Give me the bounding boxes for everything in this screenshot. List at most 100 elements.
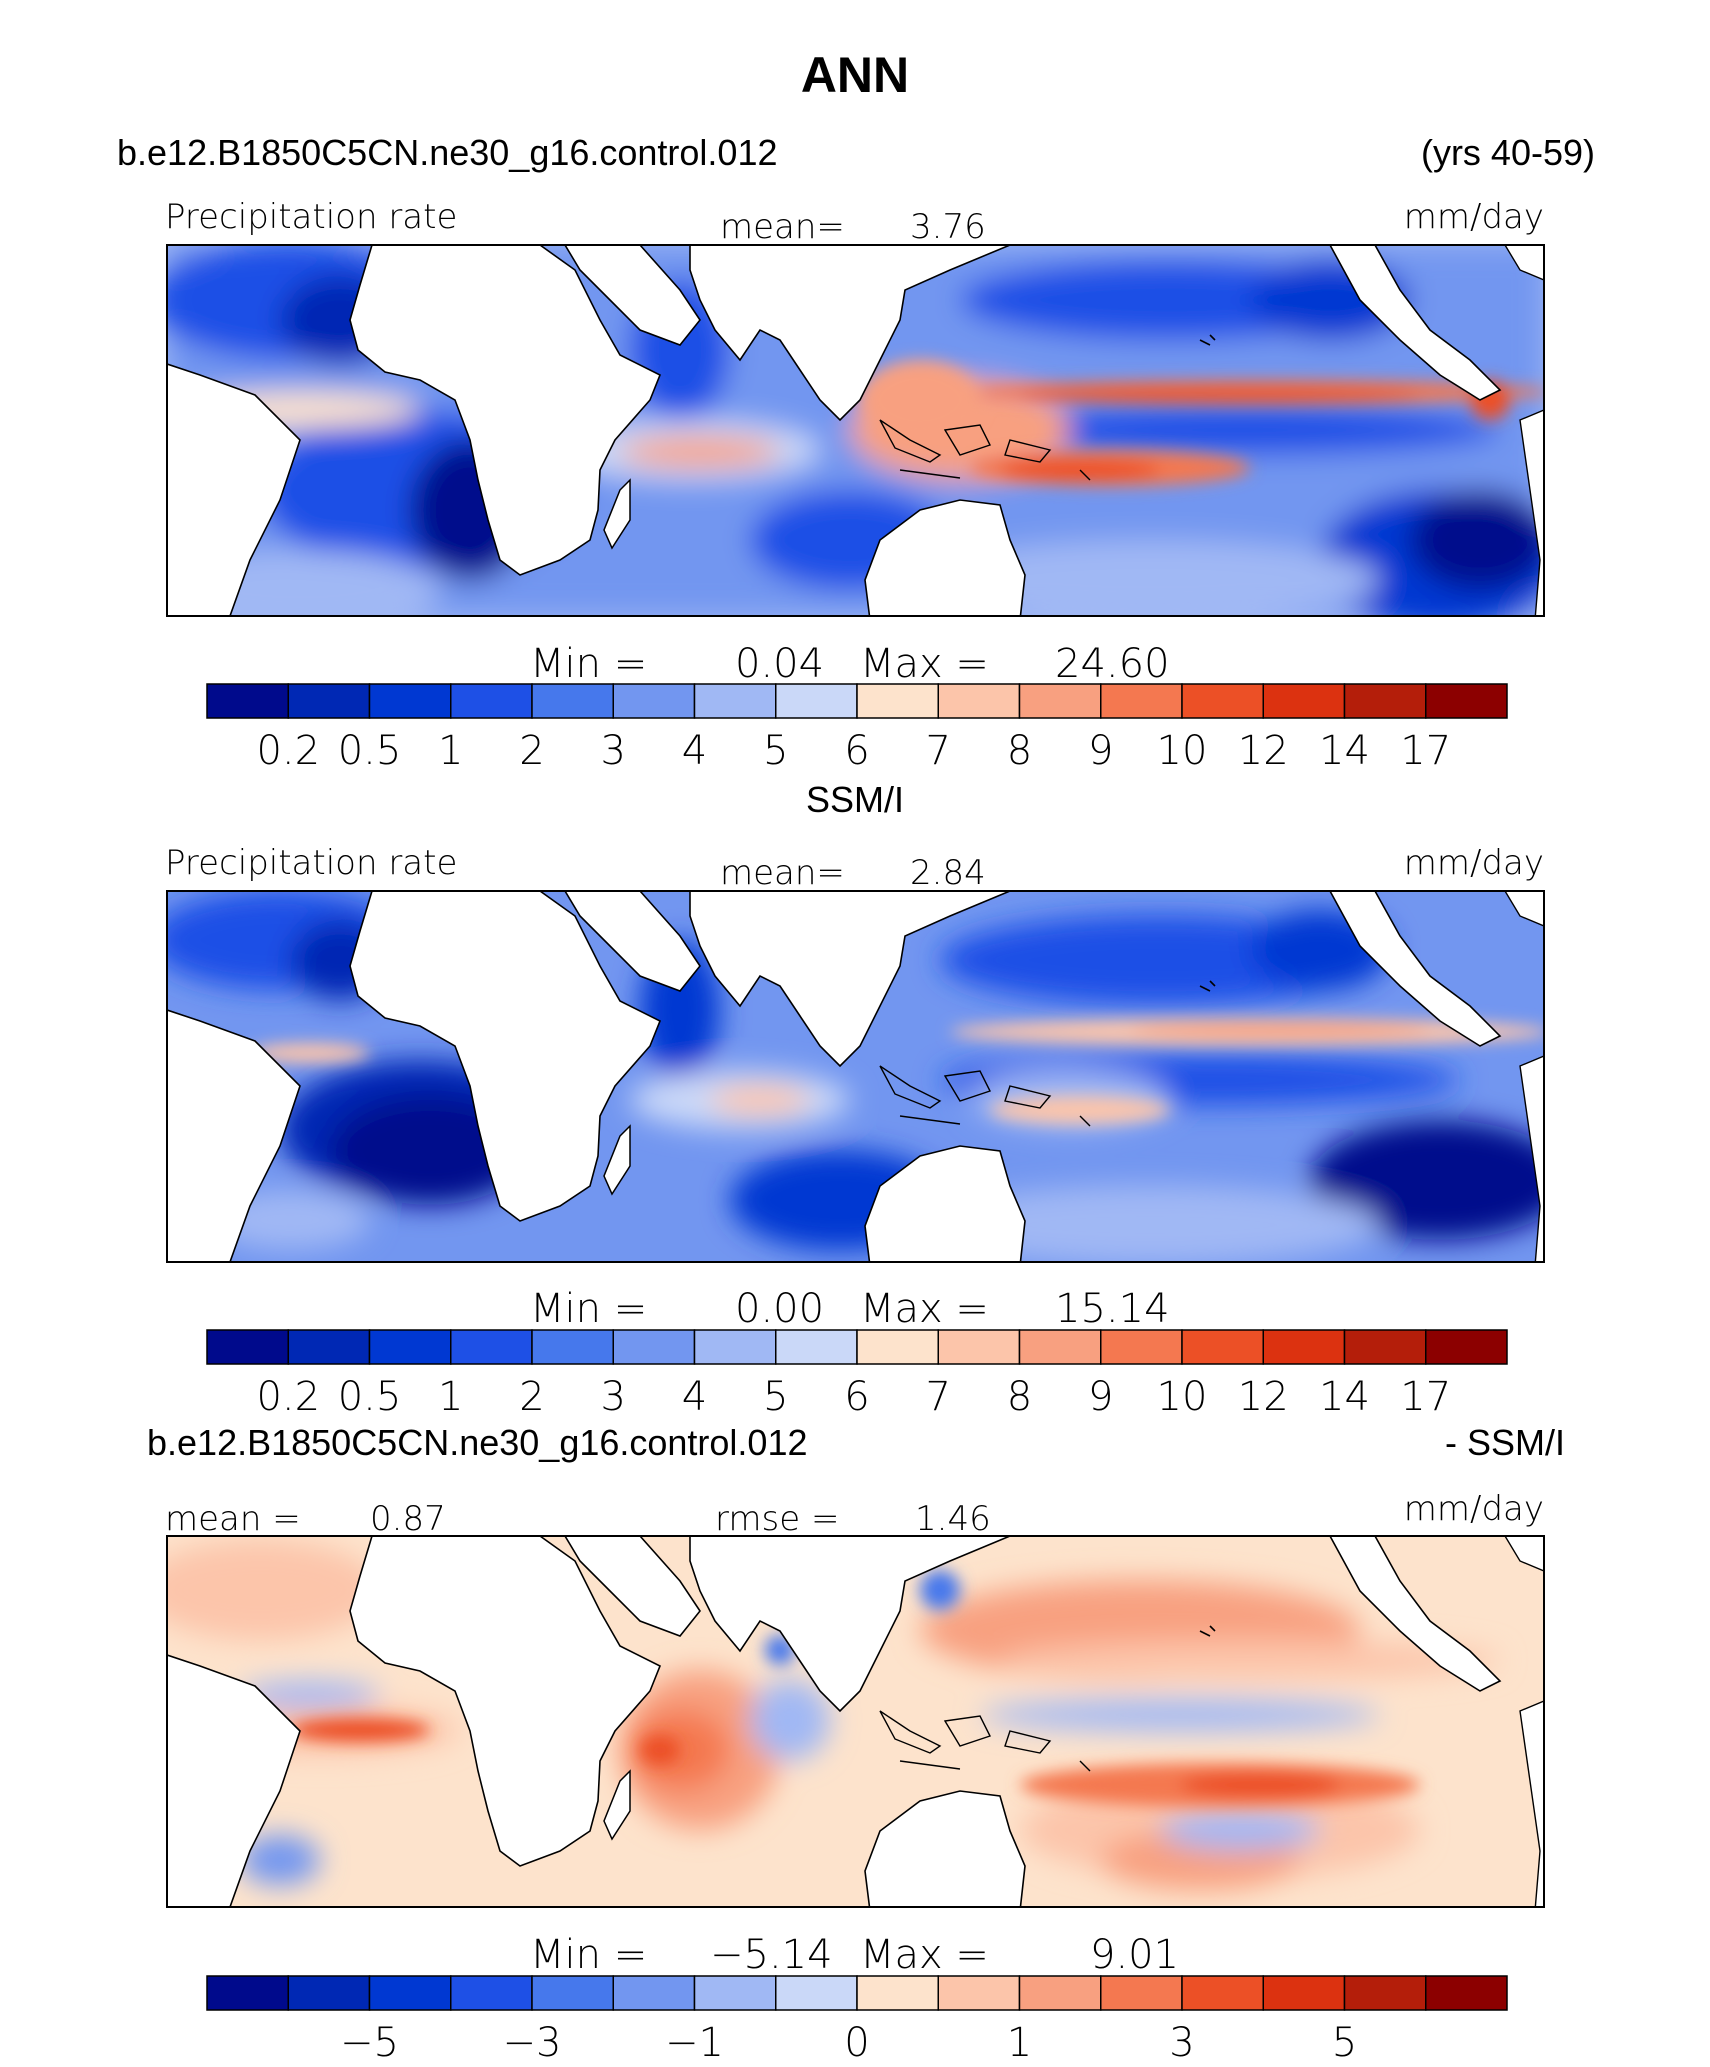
colorbar-swatch — [1100, 1975, 1183, 2011]
colorbar-swatch — [693, 1975, 777, 2011]
colorbar-swatch — [1181, 683, 1264, 719]
colorbar-swatch — [693, 1329, 777, 1365]
panel3-max-value: 9.01 — [1090, 1932, 1179, 1978]
colorbar-tick-label: 5 — [763, 1374, 788, 1420]
colorbar-tick-label: −5 — [340, 2020, 399, 2066]
colorbar-tick-label: 0.2 — [256, 1374, 320, 1420]
colorbar-swatch — [856, 1329, 939, 1365]
colorbar-swatch — [775, 1975, 858, 2011]
colorbar-swatch — [1181, 1329, 1264, 1365]
panel2-map-field — [167, 891, 1544, 1262]
colorbar-tick-label: 3 — [1169, 2020, 1194, 2066]
panel3-rmse-label: rmse = — [715, 1499, 839, 1539]
panel3-colorbar-ticks: −5 −3 −1 0 1 3 5 — [340, 2020, 1357, 2066]
colorbar-swatch — [856, 683, 939, 719]
colorbar-tick-label: 5 — [1332, 2020, 1357, 2066]
colorbar-swatch — [287, 683, 371, 719]
panel2-map-frame — [166, 890, 1545, 1263]
colorbar-swatch — [206, 683, 289, 719]
panel1-min-label: Min = — [530, 641, 647, 687]
colorbar-tick-label: 9 — [1088, 1374, 1113, 1420]
panel3-map-field — [167, 1536, 1544, 1907]
colorbar-swatch — [1262, 1975, 1346, 2011]
panel3-min-value: −5.14 — [710, 1932, 833, 1978]
figure-title: ANN — [801, 47, 909, 103]
colorbar-tick-label: 14 — [1319, 728, 1370, 774]
panel-model: Precipitation rate mean= 3.76 mm/day — [165, 197, 1545, 774]
colorbar-tick-label: 6 — [844, 1374, 869, 1420]
colorbar-swatch — [1100, 1329, 1183, 1365]
colorbar-tick-label: 7 — [926, 728, 951, 774]
panel3-rmse-value: 1.46 — [915, 1499, 991, 1539]
colorbar-tick-label: 9 — [1088, 728, 1113, 774]
panel1-left-label: Precipitation rate — [165, 197, 457, 237]
colorbar-swatch — [450, 683, 533, 719]
colorbar-swatch — [287, 1975, 371, 2011]
panel2-colorbar — [206, 1329, 1508, 1365]
panel3-mean-value: 0.87 — [370, 1499, 446, 1539]
colorbar-swatch — [368, 1975, 452, 2011]
colorbar-swatch — [612, 1329, 696, 1365]
colorbar-tick-label: 6 — [844, 728, 869, 774]
colorbar-swatch — [450, 1329, 533, 1365]
colorbar-swatch — [937, 1329, 1021, 1365]
colorbar-tick-label: 4 — [682, 1374, 707, 1420]
colorbar-tick-label: 12 — [1238, 728, 1289, 774]
panel3-map-frame — [166, 1535, 1545, 1908]
colorbar-swatch — [1018, 1975, 1102, 2011]
colorbar-swatch — [368, 683, 452, 719]
colorbar-swatch — [1100, 683, 1183, 719]
colorbar-swatch — [1018, 1329, 1102, 1365]
colorbar-tick-label: 17 — [1400, 1374, 1451, 1420]
colorbar-tick-label: 17 — [1400, 728, 1451, 774]
colorbar-tick-label: 1 — [438, 1374, 463, 1420]
panel3-mean-label: mean = — [165, 1499, 301, 1539]
colorbar-swatch — [1425, 1329, 1508, 1365]
panel-diff: b.e12.B1850C5CN.ne30_g16.control.012 - S… — [147, 1422, 1565, 2066]
colorbar-swatch — [531, 683, 614, 719]
case-name: b.e12.B1850C5CN.ne30_g16.control.012 — [117, 132, 778, 173]
panel2-max-label: Max = — [860, 1286, 989, 1332]
panel1-map-field — [167, 245, 1544, 616]
panel3-max-label: Max = — [860, 1932, 989, 1978]
colorbar-tick-label: 8 — [1007, 728, 1032, 774]
panel1-max-value: 24.60 — [1055, 641, 1170, 687]
colorbar-swatch — [856, 1975, 939, 2011]
panel1-max-label: Max = — [860, 641, 989, 687]
colorbar-swatch — [1018, 683, 1102, 719]
colorbar-tick-label: 5 — [763, 728, 788, 774]
colorbar-swatch — [1262, 683, 1346, 719]
colorbar-tick-label: 10 — [1157, 1374, 1208, 1420]
colorbar-tick-label: 4 — [682, 728, 707, 774]
panel1-units: mm/day — [1404, 197, 1544, 237]
colorbar-tick-label: 0.5 — [338, 1374, 402, 1420]
panel1-mean-value: 3.76 — [910, 207, 986, 247]
colorbar-tick-label: 0.2 — [256, 728, 320, 774]
colorbar-swatch — [206, 1975, 289, 2011]
panel3-units: mm/day — [1404, 1489, 1544, 1529]
colorbar-tick-label: 0.5 — [338, 728, 402, 774]
colorbar-swatch — [531, 1975, 614, 2011]
colorbar-tick-label: 7 — [926, 1374, 951, 1420]
colorbar-swatch — [531, 1329, 614, 1365]
colorbar-tick-label: 1 — [1007, 2020, 1032, 2066]
panel1-colorbar-ticks: 0.2 0.5 1 2 3 4 5 6 7 8 9 10 12 14 17 — [256, 728, 1451, 774]
panel2-mean-value: 2.84 — [910, 853, 986, 893]
panel2-left-label: Precipitation rate — [165, 843, 457, 883]
panel1-mean-label: mean= — [720, 207, 845, 247]
panel2-min-value: 0.00 — [735, 1286, 824, 1332]
panel1-min-value: 0.04 — [735, 641, 824, 687]
colorbar-swatch — [612, 1975, 696, 2011]
colorbar-tick-label: 14 — [1319, 1374, 1370, 1420]
panel2-colorbar-ticks: 0.2 0.5 1 2 3 4 5 6 7 8 9 10 12 14 17 — [256, 1374, 1451, 1420]
colorbar-swatch — [287, 1329, 371, 1365]
colorbar-swatch — [1425, 683, 1508, 719]
diff-suffix: - SSM/I — [1445, 1422, 1565, 1463]
panel3-min-label: Min = — [530, 1932, 647, 1978]
colorbar-swatch — [775, 1329, 858, 1365]
panel2-mean-label: mean= — [720, 853, 845, 893]
panel2-max-value: 15.14 — [1055, 1286, 1170, 1332]
colorbar-swatch — [1343, 683, 1427, 719]
colorbar-tick-label: 2 — [519, 1374, 544, 1420]
colorbar-swatch — [1262, 1329, 1346, 1365]
